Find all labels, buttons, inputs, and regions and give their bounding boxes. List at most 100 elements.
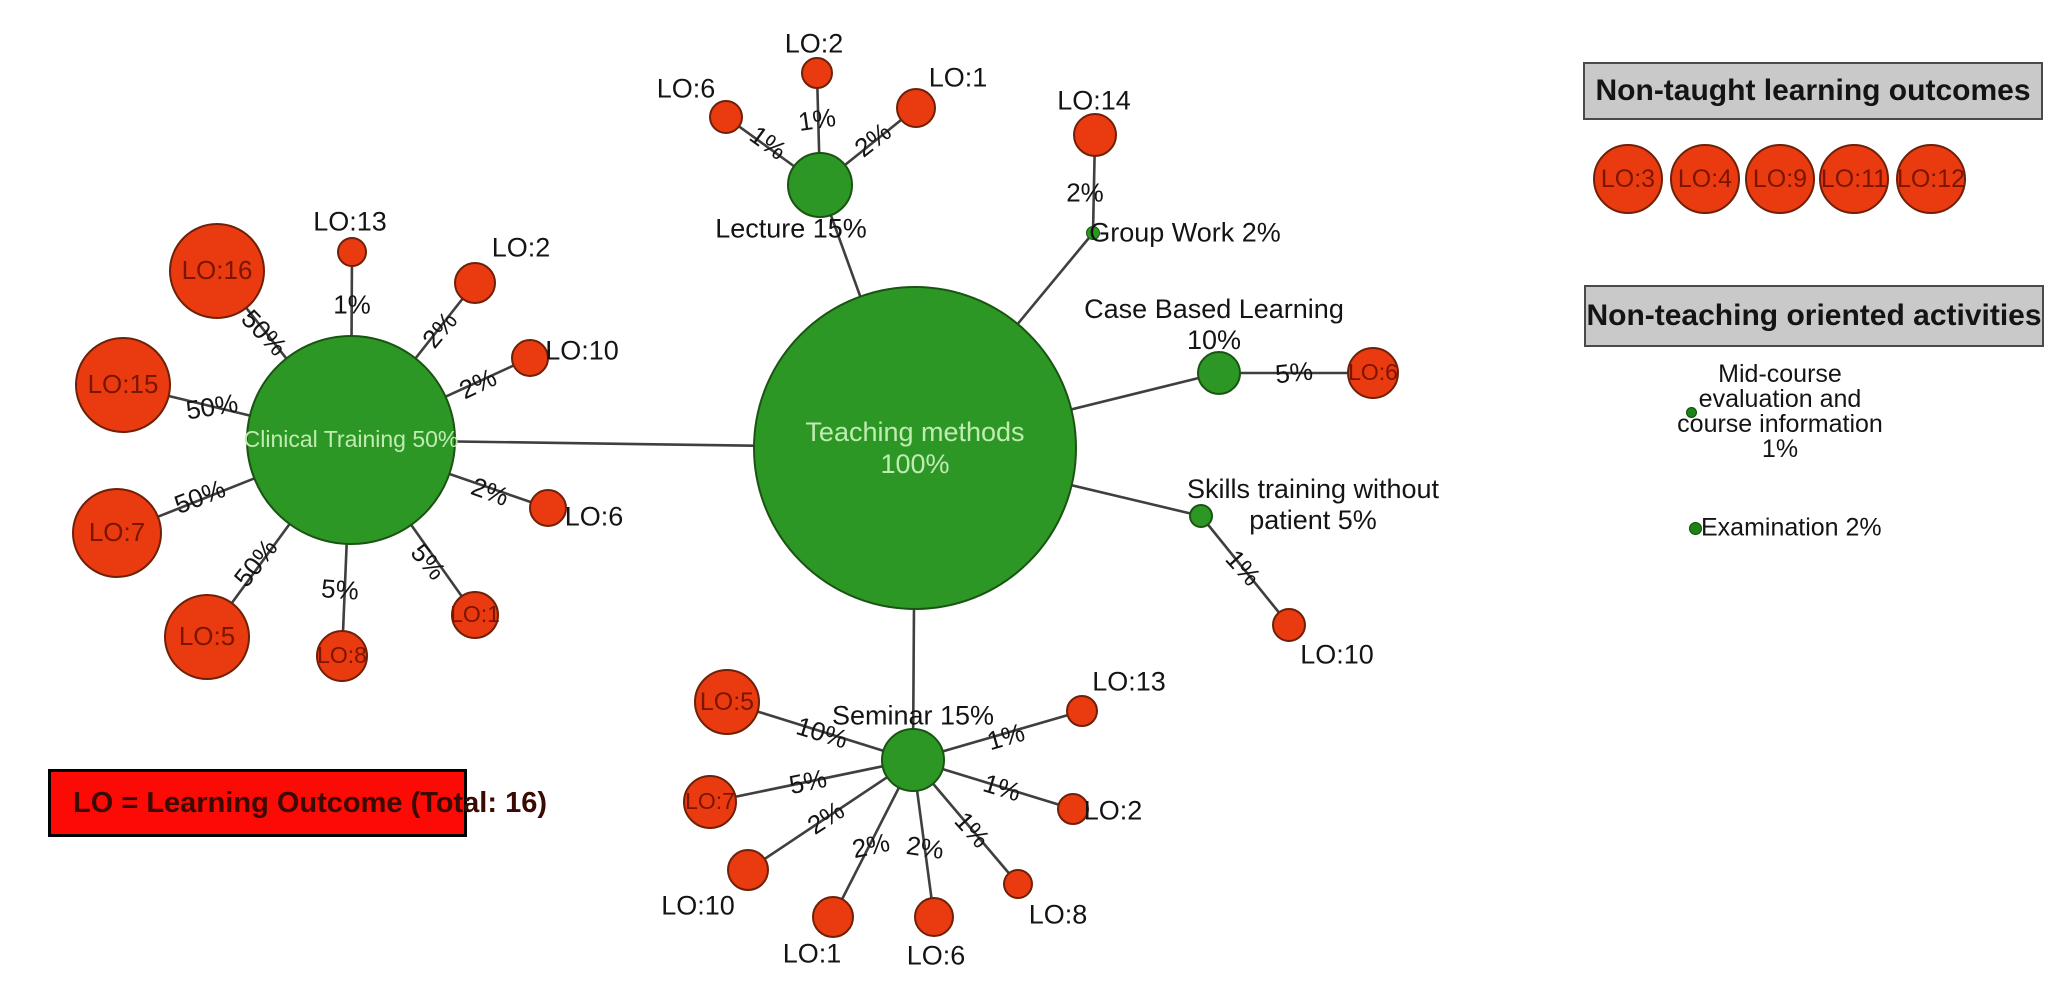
non-teaching-activities-header: Non-teaching oriented activities (1584, 285, 2044, 347)
non-taught-outcomes-header-label: Non-taught learning outcomes (1595, 74, 2031, 107)
node-sem-lo10 (727, 849, 769, 891)
edge-label-groupwork-gw-lo14: 2% (1066, 177, 1104, 208)
non-teaching-activities-header-label: Non-teaching oriented activities (1586, 299, 2042, 332)
node-cl-lo13 (337, 237, 367, 267)
non-taught-node-lo4-label: LO:4 (1677, 164, 1733, 193)
node-sem-lo6 (914, 897, 954, 937)
node-label-sem-lo10: LO:10 (661, 890, 735, 921)
node-label-seminar: Seminar 15% (831, 700, 995, 731)
mid-course-evaluation-item: Mid-course evaluation and course informa… (1668, 362, 1892, 462)
edge-label-clinical-cl-lo13: 1% (333, 289, 371, 320)
mid-course-line-4: 1% (1761, 435, 1799, 463)
non-taught-node-lo12: LO:12 (1896, 144, 1966, 214)
node-cl-lo1: LO:1 (450, 591, 500, 639)
node-label-lecture: Lecture 15% (715, 213, 867, 244)
node-clinical: Clinical Training 50% (243, 335, 459, 545)
edge-seminar-sem-lo7 (709, 758, 914, 804)
non-taught-node-lo4: LO:4 (1670, 144, 1740, 214)
node-label-cl-lo13: LO:13 (313, 206, 387, 237)
node-cl-lo7-text-0: LO:7 (88, 517, 146, 548)
node-cl-lo6 (529, 489, 567, 527)
node-cl-lo7: LO:7 (72, 488, 162, 578)
node-label-sem-lo1: LO:1 (782, 938, 842, 969)
node-sem-lo7-text-0: LO:7 (685, 788, 735, 815)
node-label-case-line-1: 10% (1186, 325, 1242, 355)
edge-label-case-case-lo6: 5% (1273, 355, 1315, 390)
node-lecture (787, 152, 853, 218)
node-label-sem-lo13: LO:13 (1092, 666, 1166, 697)
node-cl-lo10 (511, 339, 549, 377)
mid-course-line-2: evaluation and (1698, 385, 1862, 413)
node-sem-lo5: LO:5 (694, 669, 760, 735)
node-sem-lo5-text-0: LO:5 (699, 688, 755, 716)
node-cl-lo16: LO:16 (169, 223, 265, 319)
mid-course-dot (1686, 407, 1697, 418)
node-lec-lo6 (709, 100, 743, 134)
node-lec-lo1 (896, 88, 936, 128)
node-label-skills-line-1: patient 5% (1249, 505, 1377, 535)
non-taught-node-lo11: LO:11 (1819, 144, 1889, 214)
non-taught-node-lo11-label: LO:11 (1820, 164, 1888, 193)
node-label-cl-lo10: LO:10 (545, 335, 619, 366)
mid-course-line-1: Mid-course (1718, 360, 1842, 388)
node-label-case: Case Based Learning 10% (1084, 294, 1344, 356)
node-label-lec-lo6: LO:6 (656, 73, 716, 104)
node-label-case-line-0: Case Based Learning (1084, 293, 1344, 324)
node-cl-lo5-text-0: LO:5 (178, 621, 236, 652)
node-label-groupwork: Group Work 2% (1089, 217, 1281, 248)
examination-dot (1689, 522, 1702, 535)
node-sem-lo7: LO:7 (683, 775, 737, 829)
node-seminar (881, 728, 945, 792)
node-skills (1189, 504, 1213, 528)
edge-label-seminar-sem-lo6: 2% (904, 830, 946, 865)
non-taught-node-lo3-label: LO:3 (1600, 164, 1656, 193)
node-cl-lo15: LO:15 (75, 337, 171, 433)
non-taught-node-lo12-label: LO:12 (1896, 164, 1966, 193)
node-gw-lo14 (1073, 113, 1117, 157)
node-cl-lo8: LO:8 (316, 630, 368, 682)
node-label-sem-lo8: LO:8 (1028, 899, 1088, 930)
node-cl-lo1-text-0: LO:1 (450, 601, 500, 628)
node-label-skills-line-0: Skills training without (1186, 473, 1440, 504)
node-lec-lo2 (801, 57, 833, 89)
edge-label-clinical-cl-lo8: 5% (320, 573, 360, 606)
node-label-lec-lo1: LO:1 (928, 62, 988, 93)
legend-text: LO = Learning Outcome (Total: 16) (73, 786, 547, 819)
non-taught-outcomes-header: Non-taught learning outcomes (1583, 62, 2043, 120)
non-taught-node-lo9-label: LO:9 (1752, 164, 1808, 193)
edge-label-lecture-lec-lo2: 1% (796, 102, 838, 137)
node-case-lo6-text-0: LO:6 (1348, 359, 1398, 386)
non-taught-node-lo9: LO:9 (1745, 144, 1815, 214)
node-label-cl-lo6: LO:6 (564, 501, 624, 532)
node-sem-lo8 (1003, 869, 1033, 899)
node-skills-lo10 (1272, 608, 1306, 642)
node-teaching: Teaching methods 100% (753, 286, 1077, 610)
node-label-gw-lo14: LO:14 (1057, 85, 1131, 116)
node-case-lo6: LO:6 (1347, 347, 1399, 399)
node-teaching-text-0: Teaching methods (805, 416, 1025, 447)
node-label-skills-lo10: LO:10 (1300, 639, 1374, 670)
node-cl-lo16-text-0: LO:16 (181, 255, 253, 286)
node-sem-lo1 (812, 896, 854, 938)
node-label-sem-lo6: LO:6 (906, 940, 966, 971)
node-cl-lo2 (454, 262, 496, 304)
node-groupwork (1086, 226, 1100, 240)
node-sem-lo13 (1066, 695, 1098, 727)
mid-course-line-3: course information (1677, 410, 1883, 438)
non-taught-node-lo3: LO:3 (1593, 144, 1663, 214)
node-case (1197, 351, 1241, 395)
node-teaching-text-1: 100% (880, 449, 950, 479)
legend-box: LO = Learning Outcome (Total: 16) (48, 769, 547, 837)
node-label-cl-lo2: LO:2 (491, 232, 551, 263)
examination-item: Examination 2% (1701, 513, 1882, 542)
node-label-lec-lo2: LO:2 (784, 28, 844, 59)
node-sem-lo2 (1057, 793, 1089, 825)
node-label-skills: Skills training without patient 5% (1187, 474, 1439, 536)
edge-skills-skills-lo10 (1199, 515, 1291, 626)
node-cl-lo8-text-0: LO:8 (317, 642, 367, 669)
node-clinical-text-0: Clinical Training 50% (243, 426, 459, 453)
node-cl-lo15-text-0: LO:15 (87, 369, 159, 400)
edge-seminar-sem-lo10 (747, 758, 914, 872)
node-cl-lo5: LO:5 (164, 594, 250, 680)
